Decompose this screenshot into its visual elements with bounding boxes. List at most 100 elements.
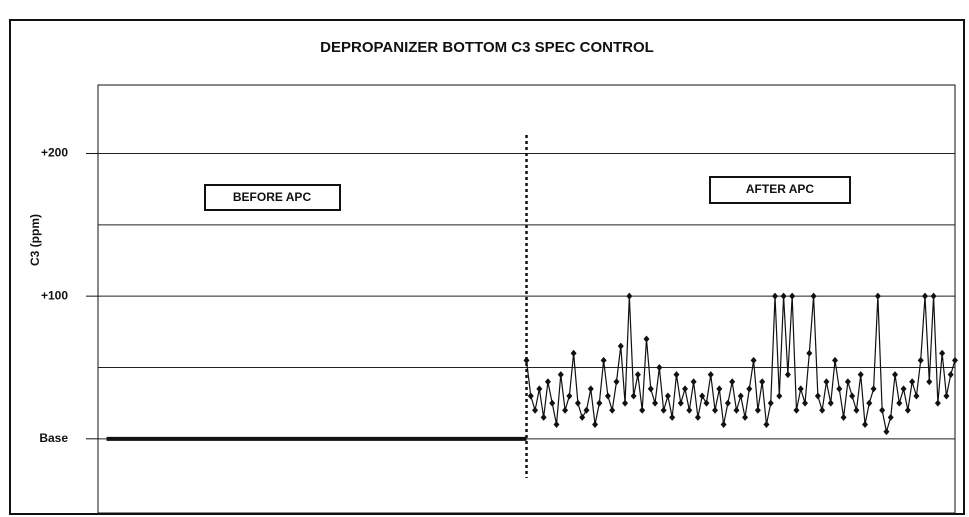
point	[634, 371, 641, 379]
annotation-box	[204, 184, 341, 211]
point	[656, 363, 663, 371]
point	[549, 399, 556, 407]
point	[686, 406, 693, 414]
point	[814, 392, 821, 400]
point	[789, 292, 796, 300]
point	[596, 399, 603, 407]
point	[840, 413, 847, 421]
point	[819, 406, 826, 414]
point	[793, 406, 800, 414]
point	[836, 385, 843, 393]
point	[750, 356, 757, 364]
point	[900, 385, 907, 393]
y-tick-label: +200	[41, 146, 68, 160]
point	[857, 371, 864, 379]
point	[712, 406, 719, 414]
point	[879, 406, 886, 414]
point	[737, 392, 744, 400]
point	[776, 392, 783, 400]
point	[647, 385, 654, 393]
point	[707, 371, 714, 379]
point	[566, 392, 573, 400]
point	[622, 399, 629, 407]
point	[909, 378, 916, 386]
point	[866, 399, 873, 407]
point	[527, 392, 534, 400]
point	[604, 392, 611, 400]
point	[780, 292, 787, 300]
point	[600, 356, 607, 364]
point	[904, 406, 911, 414]
point	[557, 371, 564, 379]
point	[823, 378, 830, 386]
point	[832, 356, 839, 364]
point	[626, 292, 633, 300]
point	[579, 413, 586, 421]
point	[759, 378, 766, 386]
point	[643, 335, 650, 343]
point	[806, 349, 813, 357]
point	[772, 292, 779, 300]
point	[724, 399, 731, 407]
plot-area	[97, 84, 956, 514]
point	[917, 356, 924, 364]
point	[574, 399, 581, 407]
point	[802, 399, 809, 407]
point	[947, 371, 954, 379]
point	[926, 378, 933, 386]
point	[609, 406, 616, 414]
point	[639, 406, 646, 414]
point	[523, 356, 530, 364]
point	[673, 371, 680, 379]
point	[930, 292, 937, 300]
point	[827, 399, 834, 407]
point	[536, 385, 543, 393]
point	[742, 413, 749, 421]
point	[746, 385, 753, 393]
frame	[9, 19, 965, 515]
point	[797, 385, 804, 393]
point	[677, 399, 684, 407]
point	[532, 406, 539, 414]
point	[660, 406, 667, 414]
y-tick-label: Base	[39, 431, 68, 445]
annotation: BEFORE APC	[233, 190, 312, 204]
point	[553, 421, 560, 429]
point	[853, 406, 860, 414]
point	[617, 342, 624, 350]
point	[883, 428, 890, 436]
point	[720, 421, 727, 429]
point	[682, 385, 689, 393]
point	[870, 385, 877, 393]
point	[703, 399, 710, 407]
point	[934, 399, 941, 407]
point	[887, 413, 894, 421]
point	[652, 399, 659, 407]
point	[896, 399, 903, 407]
point	[699, 392, 706, 400]
point	[784, 371, 791, 379]
point	[690, 378, 697, 386]
point	[763, 421, 770, 429]
y-tick-label: +100	[41, 288, 68, 302]
point	[562, 406, 569, 414]
point	[664, 392, 671, 400]
point	[913, 392, 920, 400]
point	[849, 392, 856, 400]
point	[844, 378, 851, 386]
point	[729, 378, 736, 386]
point	[767, 399, 774, 407]
annotation-box	[709, 176, 851, 204]
point	[874, 292, 881, 300]
point	[754, 406, 761, 414]
y-axis-label: C3 (ppm)	[28, 214, 42, 266]
point	[943, 392, 950, 400]
chart-title: DEPROPANIZER BOTTOM C3 SPEC CONTROL	[320, 39, 654, 56]
point	[716, 385, 723, 393]
point	[544, 378, 551, 386]
point	[570, 349, 577, 357]
point	[669, 413, 676, 421]
point	[810, 292, 817, 300]
point	[583, 406, 590, 414]
